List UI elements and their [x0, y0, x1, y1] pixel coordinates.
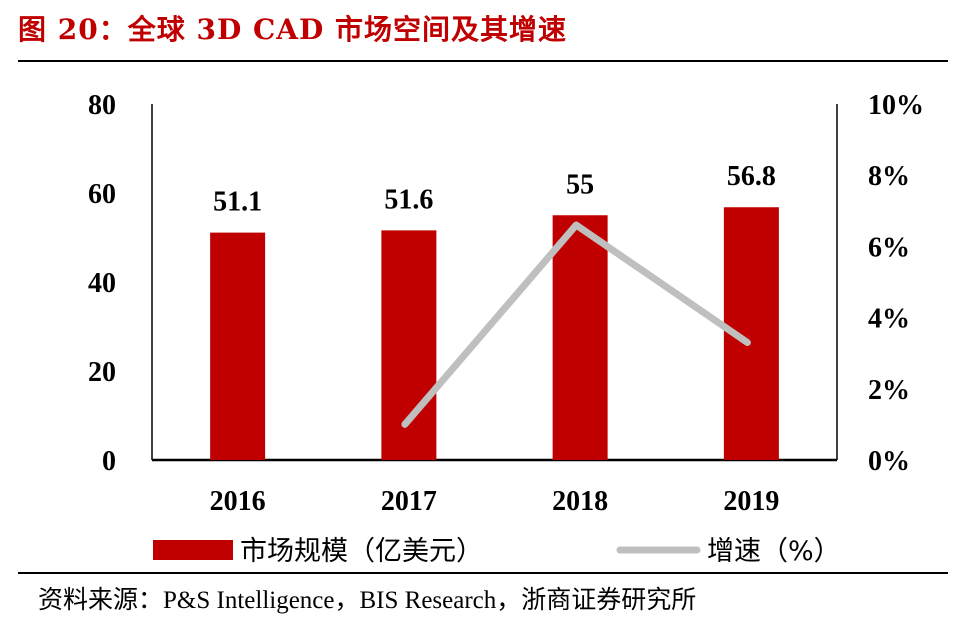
plot-frame [151, 104, 838, 462]
y-right-tick-label: 8% [868, 161, 910, 192]
legend: 市场规模（亿美元） 增速（%） [153, 536, 841, 567]
legend-label-bar: 市场规模（亿美元） [240, 536, 483, 567]
bar [210, 232, 266, 460]
y-left-tick-label: 40 [88, 268, 116, 299]
y-left-tick-label: 20 [88, 357, 116, 388]
bar-data-label: 51.6 [384, 184, 433, 215]
y-right-tick-label: 0% [868, 446, 910, 477]
y-right-tick-label: 10% [868, 90, 924, 121]
x-tick-label: 2019 [723, 486, 779, 517]
title-divider [18, 60, 948, 62]
x-tick-label: 2018 [552, 486, 608, 517]
figure-title: 图 20：全球 3D CAD 市场空间及其增速 [18, 13, 568, 46]
y-right-tick-label: 6% [868, 232, 910, 263]
bar [381, 230, 437, 460]
x-tick-label: 2017 [381, 486, 437, 517]
line-series [401, 221, 751, 428]
bar [552, 215, 608, 460]
bar-data-labels: 51.1 51.6 55 56.8 [213, 161, 776, 217]
y-axis-left: 0 20 40 60 80 [88, 90, 116, 477]
y-left-tick-label: 60 [88, 179, 116, 210]
bar-data-label: 55 [566, 169, 594, 200]
x-tick-label: 2016 [210, 486, 266, 517]
y-right-tick-label: 4% [868, 304, 910, 335]
bar-data-label: 56.8 [727, 161, 776, 192]
legend-swatch-bar [153, 540, 233, 560]
source-note: 资料来源：P&S Intelligence，BIS Research，浙商证券研… [38, 587, 697, 614]
growth-line [401, 221, 751, 428]
y-left-tick-label: 0 [102, 446, 116, 477]
x-axis: 2016 2017 2018 2019 [210, 486, 780, 517]
legend-label-line: 增速（%） [707, 536, 841, 567]
source-divider [18, 572, 948, 574]
y-axis-right: 0% 2% 4% 6% 8% 10% [868, 90, 924, 477]
bar-series [210, 207, 779, 460]
y-right-tick-label: 2% [868, 375, 910, 406]
y-left-tick-label: 80 [88, 90, 116, 121]
bar-data-label: 51.1 [213, 187, 262, 218]
